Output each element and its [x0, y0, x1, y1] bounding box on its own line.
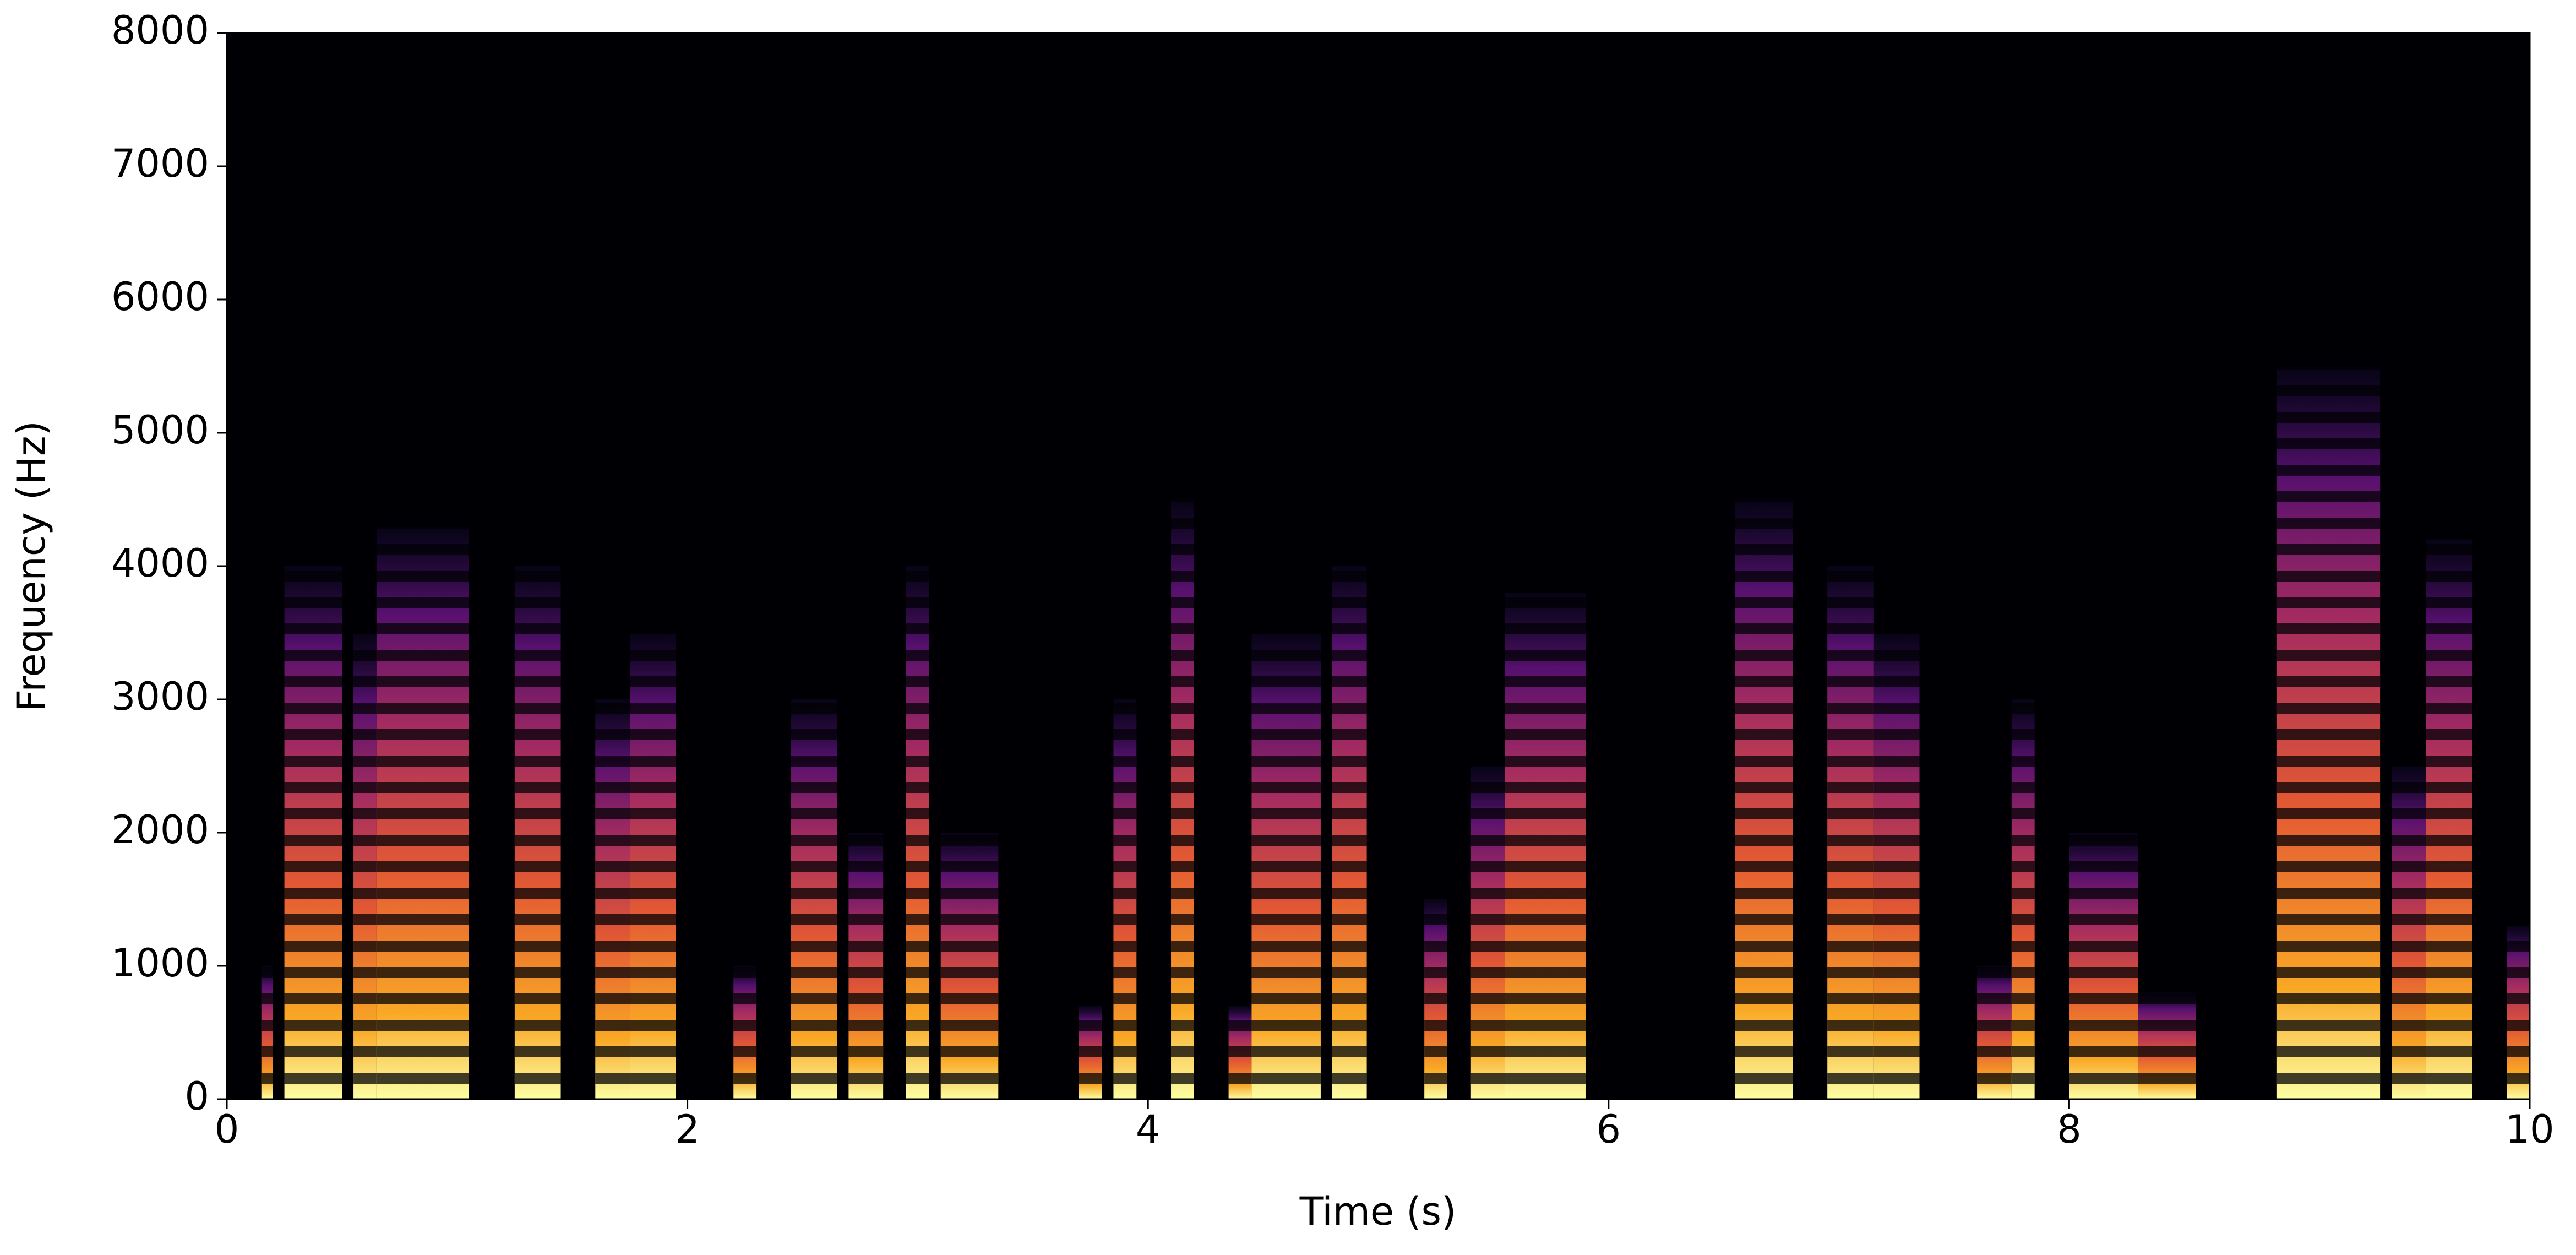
y-tick-label: 7000 — [111, 141, 209, 186]
y-tick-label: 4000 — [111, 541, 209, 586]
harmonic-gaps — [848, 833, 884, 1099]
y-tick-label: 3000 — [111, 674, 209, 719]
x-tick-label: 8 — [2057, 1107, 2082, 1152]
harmonic-gaps — [1827, 566, 1874, 1099]
x-tick-label: 10 — [2505, 1107, 2554, 1152]
harmonic-gaps — [940, 833, 999, 1099]
harmonic-gaps — [2138, 992, 2196, 1099]
y-tick-label: 8000 — [111, 8, 209, 53]
harmonic-gaps — [1977, 966, 2012, 1099]
harmonic-gaps — [906, 566, 929, 1099]
harmonic-gaps — [1079, 1006, 1102, 1099]
x-axis-label: Time (s) — [1299, 1189, 1457, 1234]
harmonic-gaps — [733, 966, 757, 1099]
harmonic-gaps — [1505, 593, 1586, 1099]
y-axis-label: Frequency (Hz) — [9, 421, 54, 711]
x-tick-label: 0 — [215, 1107, 239, 1152]
harmonic-gaps — [1424, 899, 1447, 1099]
harmonic-gaps — [284, 566, 342, 1099]
harmonic-gaps — [1113, 699, 1137, 1099]
harmonic-gaps — [595, 699, 630, 1099]
harmonic-gaps — [2426, 539, 2472, 1099]
harmonic-gaps — [791, 699, 837, 1099]
harmonic-gaps — [376, 526, 469, 1099]
y-tick-label: 5000 — [111, 408, 209, 453]
harmonic-gaps — [2507, 926, 2530, 1099]
y-tick-label: 2000 — [111, 807, 209, 852]
harmonic-gaps — [1873, 633, 1920, 1099]
harmonic-gaps — [353, 633, 377, 1099]
x-tick-label: 2 — [675, 1107, 700, 1152]
harmonic-gaps — [1171, 499, 1194, 1099]
harmonic-gaps — [1251, 633, 1321, 1099]
spectrogram — [261, 366, 2530, 1099]
harmonic-gaps — [2392, 766, 2426, 1099]
harmonic-gaps — [1735, 499, 1793, 1099]
y-tick-label: 1000 — [111, 941, 209, 986]
x-tick-label: 4 — [1136, 1107, 1161, 1152]
harmonic-gaps — [1470, 766, 1505, 1099]
harmonic-gaps — [1332, 566, 1367, 1099]
harmonic-gaps — [1228, 1006, 1252, 1099]
harmonic-gaps — [514, 566, 561, 1099]
x-tick-label: 6 — [1597, 1107, 1621, 1152]
harmonic-gaps — [2276, 366, 2381, 1099]
harmonic-gaps — [2069, 833, 2138, 1099]
y-tick-label: 0 — [184, 1074, 209, 1119]
plot-background — [227, 33, 2530, 1099]
harmonic-gaps — [630, 633, 676, 1099]
harmonic-gaps — [261, 966, 273, 1099]
y-tick-label: 6000 — [111, 274, 209, 319]
harmonic-gaps — [2011, 699, 2035, 1099]
